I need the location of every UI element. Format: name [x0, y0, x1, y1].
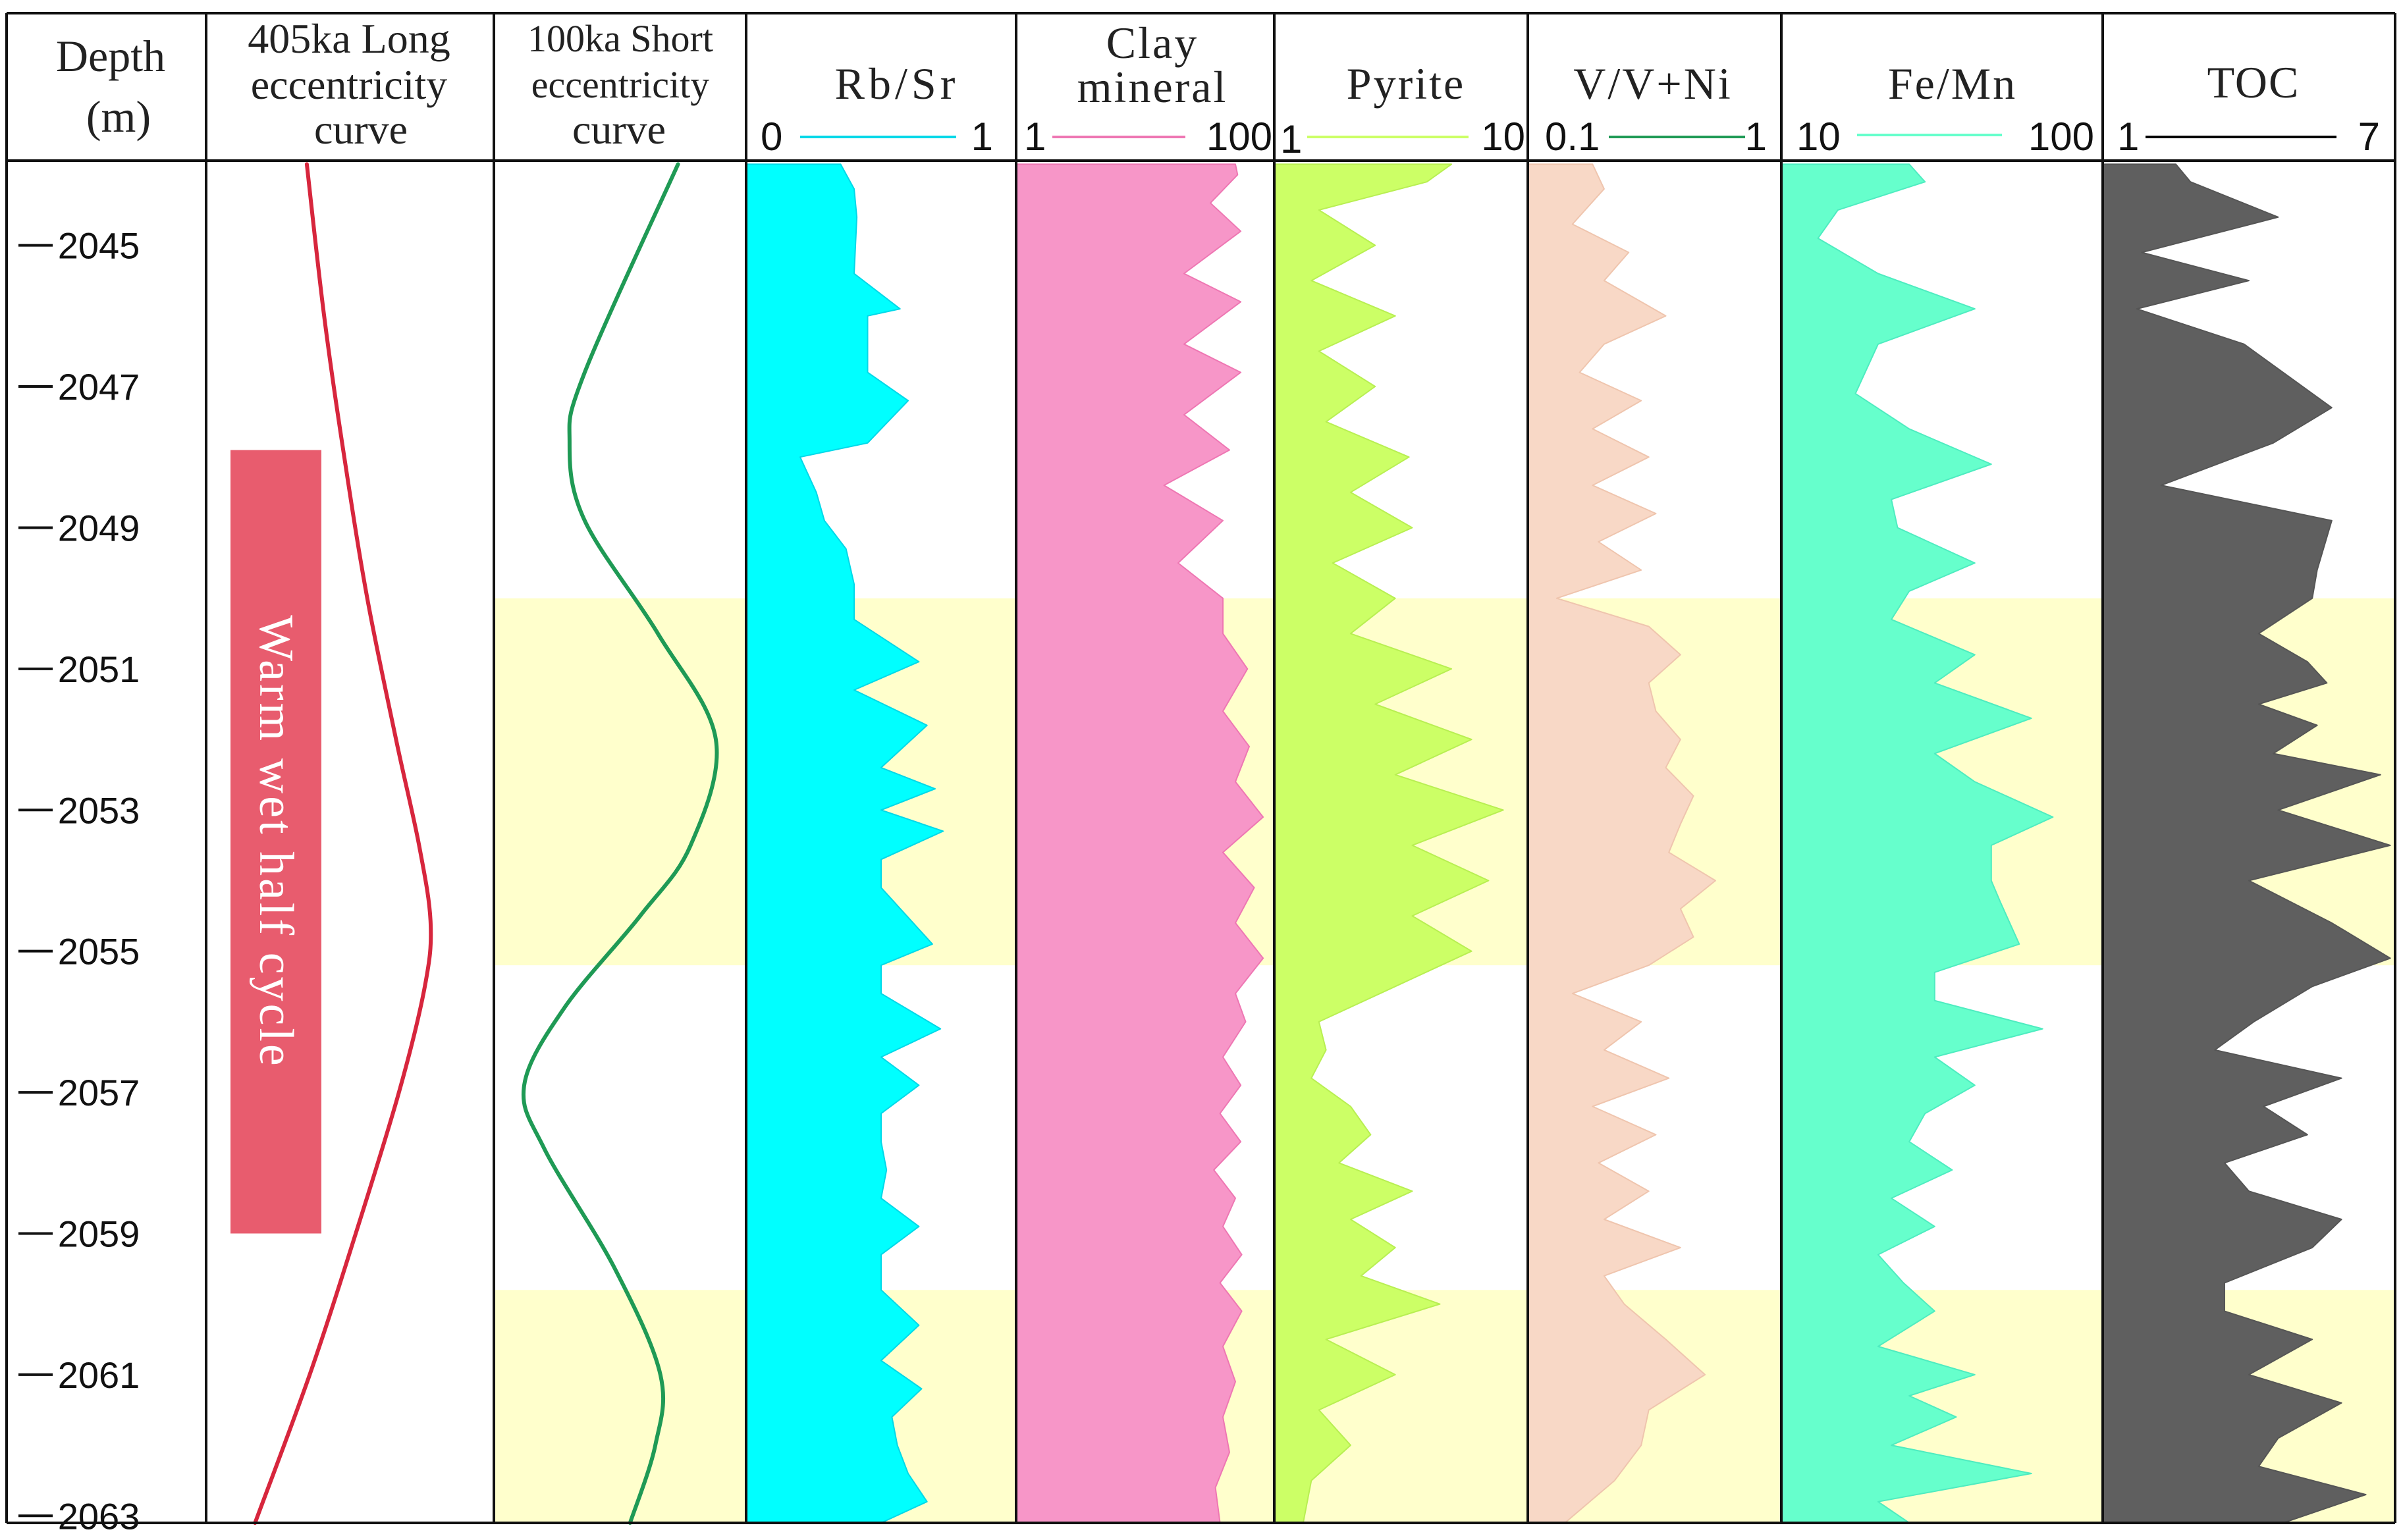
- depth-tick-label-2047: 2047: [58, 366, 140, 408]
- track-fills: [745, 163, 2391, 1524]
- depth-tick-label-2045: 2045: [58, 225, 140, 267]
- depth-tick-label-2059: 2059: [58, 1213, 140, 1254]
- clay-fill-area: [1015, 163, 1264, 1524]
- femn-fill-area: [1781, 163, 2054, 1524]
- eccentricity-curves: [253, 162, 719, 1525]
- pyrite-min-label: 1: [1280, 117, 1302, 161]
- rbsr-min-label: 0: [761, 115, 782, 159]
- vvni-title: V/V+Ni: [1573, 59, 1732, 109]
- pyrite-fill-area: [1274, 163, 1504, 1524]
- long-ecc-title-3: curve: [314, 106, 408, 153]
- long-ecc-title-2: eccentricity: [251, 61, 447, 108]
- vvni-fill-area: [1527, 163, 1716, 1524]
- vvni-max-label: 1: [1745, 115, 1767, 159]
- vvni-min-label: 0.1: [1545, 115, 1600, 159]
- clay-title-1: Clay: [1106, 18, 1199, 68]
- short-eccentricity-curve: [521, 162, 719, 1525]
- pyrite-max-label: 10: [1481, 115, 1525, 159]
- short-ecc-title-2: eccentricity: [531, 63, 710, 106]
- rbsr-max-label: 1: [971, 115, 993, 159]
- depth-tick-label-2063: 2063: [58, 1495, 140, 1537]
- pyrite-title: Pyrite: [1347, 59, 1465, 109]
- toc-title: TOC: [2207, 57, 2300, 107]
- depth-tick-label-2049: 2049: [58, 507, 140, 548]
- depth-tick-label-2053: 2053: [58, 789, 140, 831]
- track-grid: [5, 12, 2396, 1524]
- clay-max-label: 100: [1206, 115, 1272, 159]
- warm-wet-cycle-box: Warm wet half cycle: [230, 450, 321, 1234]
- depth-header-unit: (m): [86, 92, 151, 142]
- long-eccentricity-curve: [253, 162, 433, 1525]
- clay-title-2: mineral: [1077, 62, 1228, 112]
- depth-axis: 2045 2047 2049 2051 2053 2055 2057 2059 2061 2063: [18, 225, 140, 1537]
- toc-fill-area: [2102, 163, 2391, 1524]
- toc-min-label: 1: [2117, 115, 2139, 159]
- depth-tick-label-2061: 2061: [58, 1354, 140, 1396]
- short-ecc-title-3: curve: [572, 106, 666, 153]
- warm-wet-cycle-bar: [230, 450, 321, 1234]
- femn-max-label: 100: [2028, 115, 2094, 159]
- rbsr-fill-area: [745, 163, 944, 1524]
- clay-min-label: 1: [1024, 115, 1046, 159]
- depth-tick-label-2055: 2055: [58, 931, 140, 972]
- rbsr-title: Rb/Sr: [835, 59, 959, 109]
- warm-wet-cycle-label: Warm wet half cycle: [249, 615, 303, 1068]
- toc-max-label: 7: [2358, 115, 2380, 159]
- femn-title: Fe/Mn: [1888, 59, 2017, 109]
- femn-min-label: 10: [1796, 115, 1841, 159]
- long-ecc-title-1: 405ka Long: [248, 15, 450, 62]
- depth-header-title: Depth: [56, 31, 165, 81]
- depth-tick-label-2057: 2057: [58, 1072, 140, 1113]
- depth-tick-label-2051: 2051: [58, 649, 140, 690]
- short-ecc-title-1: 100ka Short: [527, 17, 713, 60]
